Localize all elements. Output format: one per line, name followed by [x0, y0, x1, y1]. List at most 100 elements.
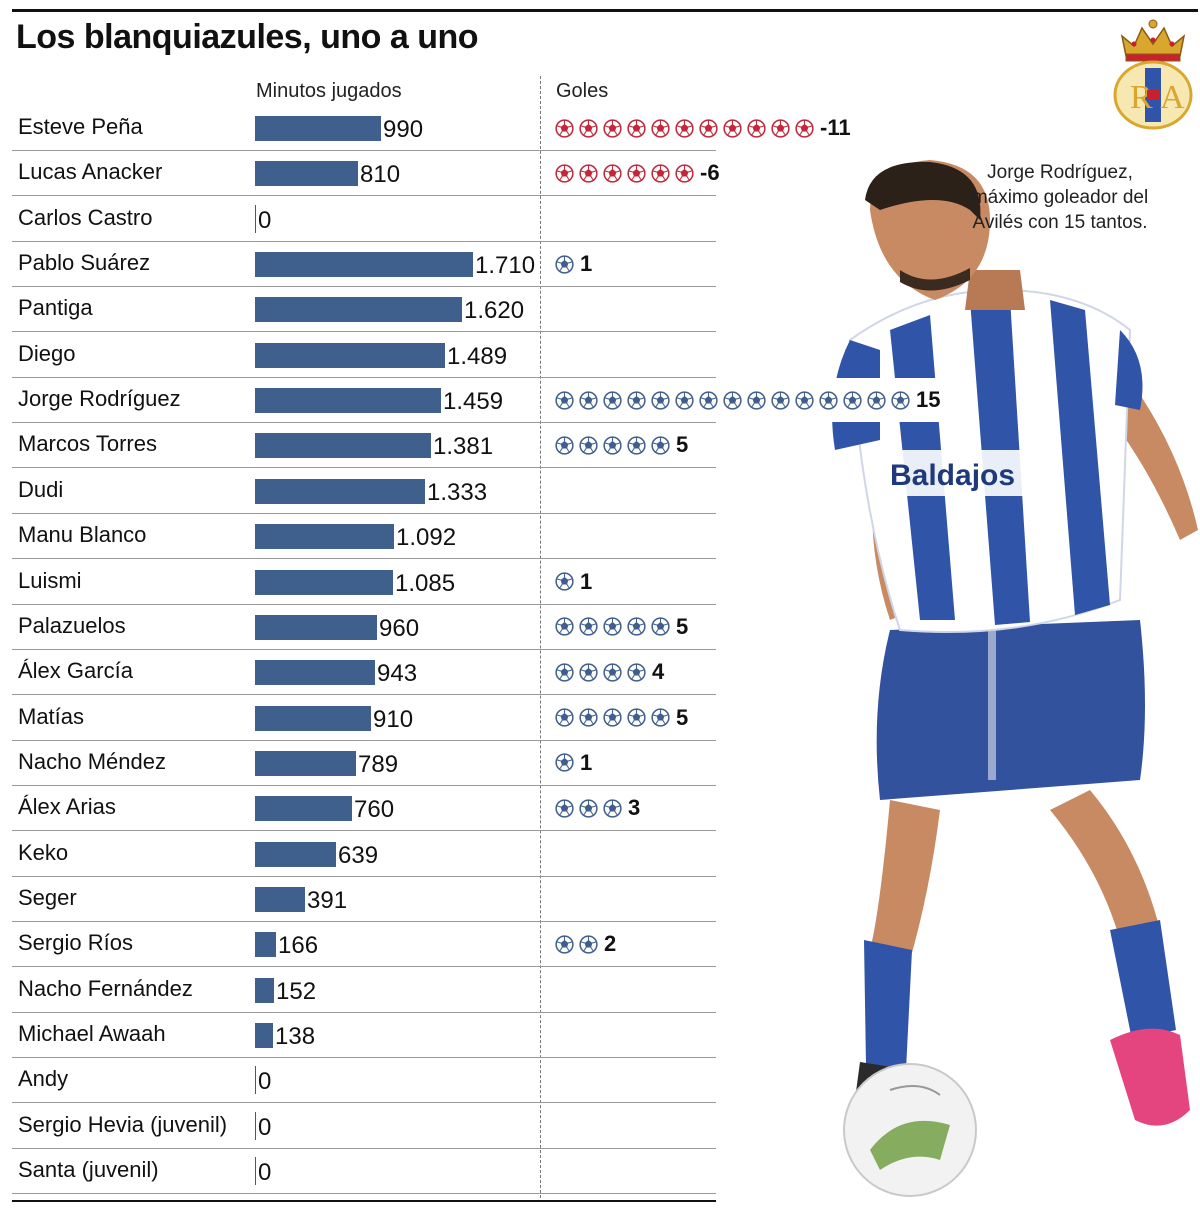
minutes-bar [255, 796, 352, 822]
goal-ball-icon [891, 390, 910, 410]
goals-balls: 4 [555, 658, 664, 686]
minutes-value-label: 960 [379, 614, 420, 642]
goal-ball-icon [603, 799, 622, 818]
zero-axis-tick [255, 1111, 256, 1140]
goal-ball-icon [795, 390, 814, 410]
goal-ball-icon [651, 617, 670, 636]
row-divider [12, 150, 716, 151]
minutes-value-label: 0 [258, 1068, 272, 1096]
goal-ball-icon [627, 118, 646, 138]
goal-ball-icon [627, 436, 646, 455]
player-row: Andy 0 [12, 1058, 716, 1104]
player-row: Sergio Hevia (juvenil) 0 [12, 1104, 716, 1149]
goal-ball-icon [675, 118, 694, 138]
goal-ball-icon [555, 436, 574, 455]
minutes-value-label: 391 [307, 886, 348, 914]
player-name: Dudi [18, 476, 64, 502]
row-divider [12, 422, 716, 424]
club-crest-icon: R A [1113, 19, 1193, 130]
goals-value-label: 3 [628, 795, 641, 821]
goal-ball-icon [555, 753, 574, 773]
player-name: Keko [18, 839, 69, 865]
goals-balls: 3 [555, 794, 640, 822]
goal-ball-icon [651, 390, 670, 410]
player-row: Lucas Anacker 810 -6 [12, 151, 720, 197]
minutes-bar [255, 116, 381, 141]
minutes-value-label: 1.710 [475, 252, 536, 280]
minutes-column-header: Minutos jugados [256, 80, 402, 102]
zero-axis-tick [255, 1157, 256, 1186]
goal-ball-icon [555, 164, 574, 183]
goal-ball-icon [627, 708, 646, 727]
goals-balls: 5 [555, 431, 688, 459]
minutes-bar [255, 252, 473, 278]
row-divider [12, 1102, 716, 1104]
minutes-bar [255, 932, 276, 958]
player-row: Pablo Suárez 1.710 1 [12, 242, 716, 288]
zero-axis-tick [255, 1066, 256, 1095]
goal-ball-icon [675, 390, 694, 410]
goal-ball-icon [579, 663, 598, 682]
player-row: Sergio Ríos 166 2 [12, 922, 716, 968]
minutes-bar [255, 660, 375, 686]
player-row: Matías 910 5 [12, 696, 716, 741]
player-name: Palazuelos [18, 612, 126, 638]
player-row: Jorge Rodríguez 1.459 15 [12, 378, 940, 424]
player-name: Luismi [18, 567, 82, 593]
row-divider [12, 558, 716, 560]
player-name: Álex Arias [18, 794, 116, 820]
goal-ball-icon [555, 254, 574, 274]
goal-ball-icon [723, 118, 742, 138]
football-icon [843, 1063, 977, 1197]
photo-caption: Jorge Rodríguez, máximo goleador del Avi… [971, 162, 1149, 233]
player-row: Nacho Fernández 152 [12, 968, 716, 1013]
minutes-value-label: 1.489 [447, 342, 508, 370]
goal-ball-icon [699, 390, 718, 410]
minutes-bar [255, 614, 377, 640]
player-row: Nacho Méndez 789 1 [12, 741, 716, 786]
goal-ball-icon [651, 118, 670, 138]
goal-ball-icon [771, 118, 790, 138]
goal-ball-icon [843, 390, 862, 410]
player-name: Esteve Peña [18, 114, 143, 139]
goal-ball-icon [627, 390, 646, 410]
player-name: Manu Blanco [18, 522, 147, 548]
minutes-value-label: 1.085 [395, 569, 456, 597]
player-name: Pablo Suárez [18, 250, 151, 276]
minutes-value-label: 990 [383, 116, 424, 143]
player-row: Esteve Peña 990 -11 [12, 106, 851, 151]
page-title: Los blanquiazules, uno a uno [16, 18, 479, 56]
goal-ball-icon [555, 572, 574, 591]
bottom-rule [12, 1200, 716, 1202]
player-name: Seger [18, 884, 77, 910]
goals-value-label: -11 [820, 115, 851, 140]
row-divider [12, 603, 716, 605]
goal-ball-icon [603, 617, 622, 636]
goal-ball-icon [555, 935, 574, 954]
goals-balls: -11 [555, 114, 851, 142]
player-row: Álex Arias 760 3 [12, 786, 716, 832]
player-row: Marcos Torres 1.381 5 [12, 423, 716, 469]
goal-ball-icon [747, 390, 766, 410]
row-divider [12, 920, 716, 922]
zero-axis-tick [255, 204, 256, 233]
goal-ball-icon [579, 390, 598, 410]
row-divider [12, 648, 716, 650]
minutes-bar [255, 886, 305, 912]
minutes-bar [255, 1023, 273, 1048]
row-divider [12, 467, 716, 469]
goal-ball-icon [867, 390, 886, 410]
player-name: Matías [18, 703, 85, 729]
goal-ball-icon [579, 617, 598, 636]
goal-ball-icon [627, 617, 646, 636]
minutes-bar [255, 297, 462, 323]
goal-ball-icon [651, 436, 670, 455]
goal-ball-icon [795, 118, 814, 138]
goal-ball-icon [555, 617, 574, 636]
goal-ball-icon [771, 390, 790, 410]
row-divider [12, 830, 716, 832]
player-name: Santa (juvenil) [18, 1157, 159, 1183]
goal-ball-icon [651, 708, 670, 727]
row-divider [12, 376, 716, 378]
minutes-value-label: 166 [278, 932, 319, 960]
